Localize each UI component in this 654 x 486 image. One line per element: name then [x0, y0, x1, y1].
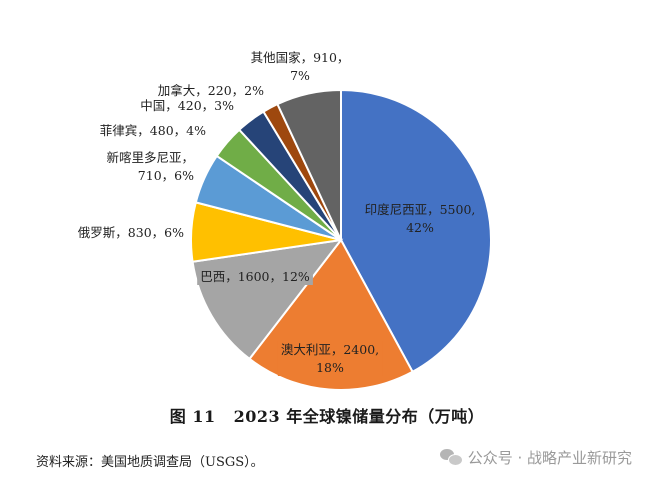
watermark-text: 公众号 · 战略产业新研究 [467, 449, 632, 467]
wechat-icon [439, 448, 463, 467]
chart-caption: 图 11 2023 年全球镍储量分布（万吨） [0, 403, 654, 427]
slice-label-5: 菲律宾，480，4% [100, 123, 206, 138]
slice-label-bg-2 [197, 268, 313, 285]
source-note: 资料来源：美国地质调查局（USGS）。 [36, 455, 264, 470]
slice-label-bg-0 [361, 201, 479, 236]
slice-label-0: 印度尼西亚，5500, 42% [365, 202, 476, 235]
slice-label-7: 加拿大，220，2% [158, 83, 264, 98]
slice-label-8: 其他国家，910， 7% [251, 50, 350, 83]
figure-number: 图 11 [169, 407, 216, 426]
slice-label-bg-1 [277, 341, 383, 376]
slice-label-1: 澳大利亚，2400, 18% [281, 342, 379, 375]
slice-label-2: 巴西，1600，12% [200, 269, 310, 284]
chart-title: 2023 年全球镍储量分布（万吨） [233, 407, 485, 426]
slice-label-6: 中国，420，3% [140, 98, 234, 113]
pie-chart: 印度尼西亚，5500, 42% 澳大利亚，2400, 18% 巴西，1600，12% 俄罗… [78, 50, 492, 391]
slice-label-4: 新喀里多尼亚， 710，6% [106, 150, 194, 183]
watermark: 公众号 · 战略产业新研究 [439, 447, 632, 468]
pie-slice-8 [276, 88, 342, 241]
slice-label-3: 俄罗斯，830，6% [78, 225, 184, 240]
